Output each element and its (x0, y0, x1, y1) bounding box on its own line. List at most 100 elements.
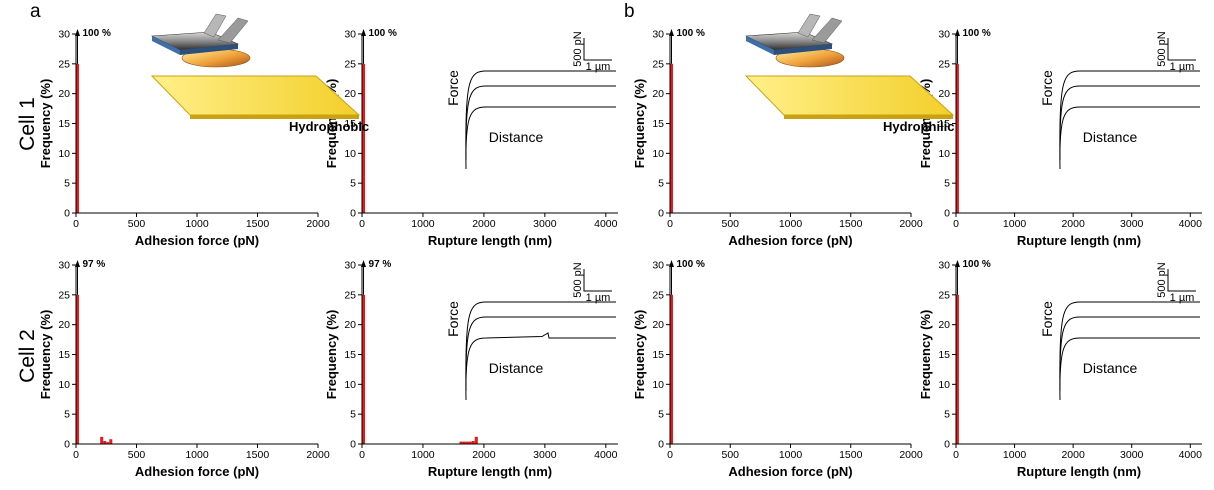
overflow-arrow-head (954, 260, 960, 267)
y-tick-label: 5 (658, 178, 664, 190)
y-tick-label: 20 (938, 319, 950, 331)
histogram-b-cell2-adhesion: 0 5 10 15 20 25 30 0 500 1000 1500 2000 Adhesion for… (632, 259, 923, 479)
x-tick-label: 4000 (594, 218, 618, 230)
x-tick-label: 2000 (306, 218, 330, 230)
y-tick-label: 30 (652, 29, 664, 41)
y-tick-label: 10 (344, 148, 356, 160)
x-tick-label: 0 (667, 218, 673, 230)
x-tick-label: 0 (359, 218, 365, 230)
peak-label: 97 % (83, 259, 106, 270)
surface-condition-label: Hydrophilic (883, 119, 955, 134)
force-curve (1059, 316, 1200, 392)
row-label-cell-1: Cell 1 (16, 97, 39, 151)
afm-illustration: Hydrophobic (150, 13, 369, 134)
x-tick-label: 0 (73, 218, 79, 230)
row-label-cell-2: Cell 2 (16, 329, 39, 383)
y-tick-label: 10 (938, 379, 950, 391)
force-curve (465, 106, 616, 170)
y-tick-label: 10 (938, 148, 950, 160)
lever-arm (217, 17, 249, 44)
scale-bar-distance-label: 1 µm (586, 61, 611, 73)
overflow-arrow-head (361, 29, 367, 36)
x-axis-title: Rupture length (nm) (428, 233, 552, 248)
y-tick-label: 20 (344, 319, 356, 331)
x-axis-title: Adhesion force (pN) (728, 233, 852, 248)
bar (362, 63, 366, 213)
overflow-arrow-head (75, 29, 81, 36)
y-tick-label: 15 (58, 349, 70, 361)
scale-bar-distance-label: 1 µm (1170, 61, 1195, 73)
surface-condition-label: Hydrophobic (289, 119, 369, 134)
x-tick-label: 500 (721, 218, 739, 230)
x-tick-label: 500 (128, 218, 146, 230)
scale-bar-distance-label: 1 µm (586, 292, 611, 304)
force-curve (1059, 337, 1200, 401)
scale-bar-force-label: 500 pN (1156, 262, 1168, 298)
x-tick-label: 1500 (246, 449, 270, 461)
peak-label: 100 % (962, 28, 990, 39)
y-tick-label: 15 (344, 349, 356, 361)
y-tick-label: 15 (652, 118, 664, 130)
x-tick-label: 1000 (1003, 218, 1027, 230)
histogram-b-cell1-adhesion: 0 5 10 15 20 25 30 0 500 1000 1500 2000 Adhesion for… (632, 28, 923, 248)
scale-bar-force-label: 500 pN (1156, 31, 1168, 67)
force-distance-inset: Force Distance 500 pN1 µm (1039, 31, 1200, 170)
x-tick-label: 2000 (899, 449, 923, 461)
x-tick-label: 0 (667, 449, 673, 461)
y-tick-label: 10 (652, 148, 664, 160)
y-tick-label: 20 (58, 319, 70, 331)
x-axis-title: Rupture length (nm) (428, 464, 552, 479)
bar (956, 63, 959, 213)
bar (76, 63, 80, 213)
peak-label: 97 % (369, 259, 392, 270)
y-tick-label: 10 (344, 379, 356, 391)
y-tick-label: 30 (58, 29, 70, 41)
histogram-a-cell2-adhesion: 0 5 10 15 20 25 30 0 500 1000 1500 2000 Adhesion for… (38, 259, 330, 479)
y-tick-label: 5 (658, 409, 664, 421)
y-tick-label: 5 (944, 409, 950, 421)
x-tick-label: 2000 (1061, 218, 1085, 230)
y-tick-label: 30 (652, 260, 664, 272)
x-tick-label: 3000 (533, 218, 557, 230)
overflow-arrow-head (361, 260, 367, 267)
panel-letter-a: a (30, 1, 41, 22)
bar (468, 441, 472, 444)
histogram-a-cell2-rupture: 0 5 10 15 20 25 30 0 1000 2000 3000 4000 Rupture len… (324, 259, 618, 479)
y-tick-label: 10 (58, 379, 70, 391)
cantilever-front (180, 44, 238, 55)
force-curve (465, 332, 616, 401)
x-axis-title: Rupture length (nm) (1017, 233, 1141, 248)
overflow-arrow-head (669, 29, 675, 36)
scale-bar (583, 38, 612, 61)
x-tick-label: 3000 (1120, 218, 1144, 230)
distance-axis-label: Distance (489, 360, 544, 376)
bar (106, 442, 110, 444)
cantilever-front (774, 44, 832, 55)
y-tick-label: 20 (344, 88, 356, 100)
bar (670, 63, 674, 213)
x-tick-label: 1500 (839, 218, 863, 230)
x-tick-label: 1000 (185, 218, 209, 230)
x-tick-label: 0 (73, 449, 79, 461)
y-axis-title: Frequency (%) (918, 310, 933, 400)
y-tick-label: 5 (350, 409, 356, 421)
force-distance-inset: Force Distance 500 pN1 µm (445, 31, 616, 170)
bar (471, 441, 475, 444)
panel-letter-b: b (624, 1, 635, 22)
x-tick-label: 0 (359, 449, 365, 461)
histogram-b-cell1-rupture: 0 5 10 15 20 25 30 0 1000 2000 3000 4000 Rupture len… (918, 28, 1202, 248)
x-tick-label: 4000 (1179, 449, 1203, 461)
force-axis-label: Force (1039, 70, 1055, 106)
x-tick-label: 0 (953, 218, 959, 230)
scale-bar (1167, 269, 1196, 292)
x-axis-title: Rupture length (nm) (1017, 464, 1141, 479)
bar (100, 436, 104, 444)
y-axis-title: Frequency (%) (632, 79, 647, 169)
peak-label: 100 % (677, 28, 705, 39)
x-tick-label: 1500 (246, 218, 270, 230)
scale-bar-distance-label: 1 µm (1170, 292, 1195, 304)
y-tick-label: 20 (652, 88, 664, 100)
y-tick-label: 0 (658, 439, 664, 451)
